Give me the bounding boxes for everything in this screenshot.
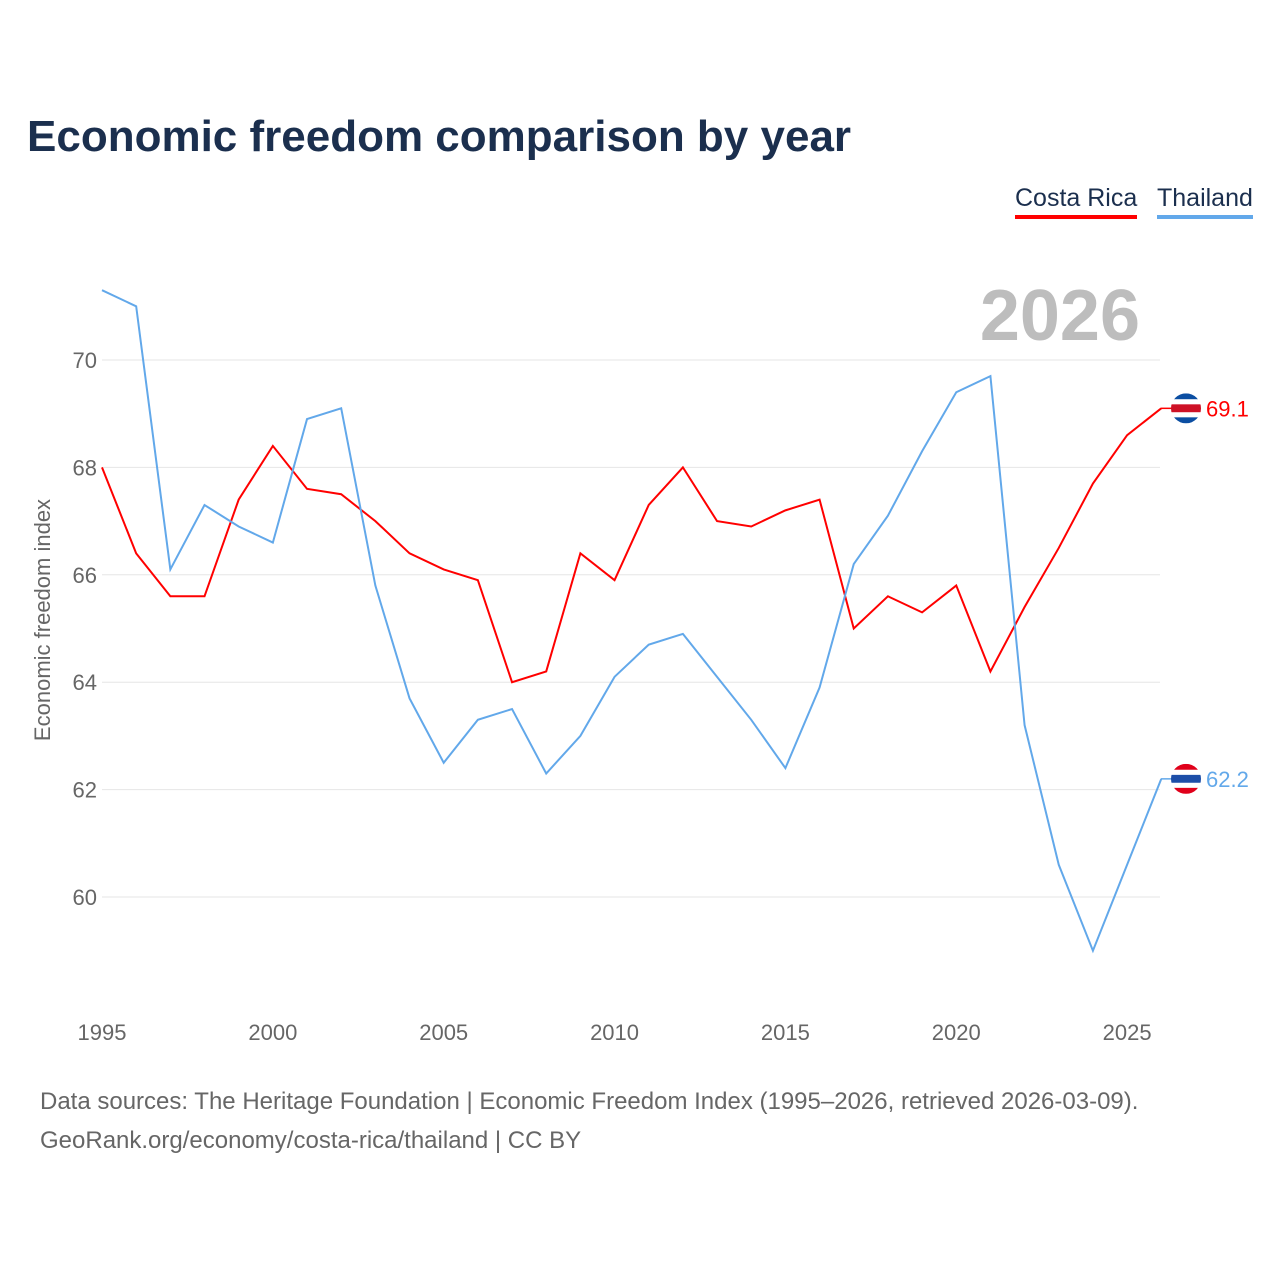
x-tick-label: 2020 xyxy=(932,1020,981,1045)
y-tick-label: 64 xyxy=(73,670,97,695)
legend-costa-rica[interactable]: Costa Rica xyxy=(1015,184,1138,219)
series-line-costa-rica xyxy=(101,407,1162,684)
legend-thailand[interactable]: Thailand xyxy=(1157,184,1253,219)
source-text: Data sources: The Heritage Foundation | … xyxy=(40,1088,1139,1115)
x-tick-label: 2015 xyxy=(761,1020,810,1045)
year-watermark: 2026 xyxy=(980,276,1140,356)
x-tick-label: 2025 xyxy=(1103,1020,1152,1045)
x-tick-label: 1995 xyxy=(78,1020,127,1045)
y-tick-label: 60 xyxy=(73,885,97,910)
chart-title: Economic freedom comparison by year xyxy=(27,112,852,161)
y-tick-label: 62 xyxy=(73,778,97,803)
y-axis-label: Economic freedom index xyxy=(30,499,55,741)
end-value-label: 62.2 xyxy=(1206,767,1249,792)
y-tick-label: 66 xyxy=(73,563,97,588)
thailand-flag-icon xyxy=(1171,763,1201,794)
x-tick-label: 2000 xyxy=(248,1020,297,1045)
y-tick-label: 70 xyxy=(73,348,97,373)
x-tick-label: 2010 xyxy=(590,1020,639,1045)
y-tick-label: 68 xyxy=(73,455,97,480)
series-line-thailand xyxy=(101,289,1163,954)
costa-rica-flag-icon xyxy=(1171,393,1201,424)
end-value-label: 69.1 xyxy=(1206,396,1249,421)
url-text: GeoRank.org/economy/costa-rica/thailand … xyxy=(40,1127,582,1154)
x-tick-label: 2005 xyxy=(419,1020,468,1045)
